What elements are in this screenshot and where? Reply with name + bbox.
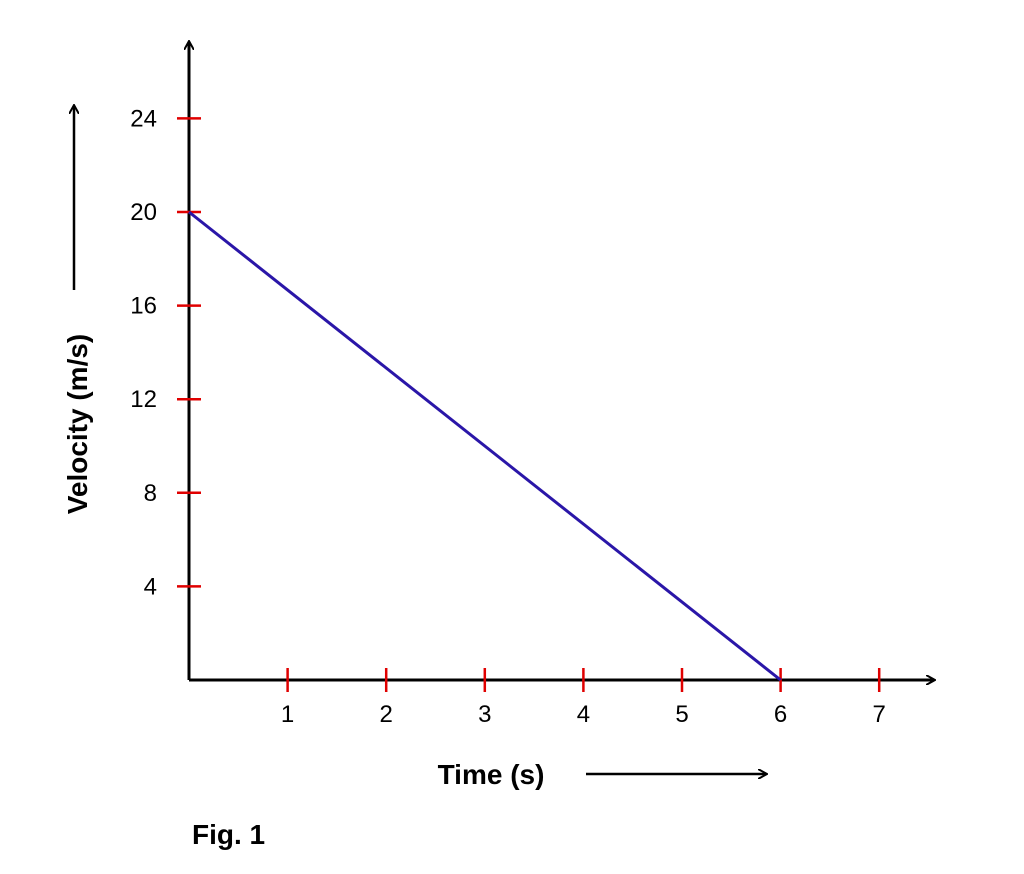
series-line-0 bbox=[188, 210, 782, 682]
x-tick-label: 5 bbox=[675, 701, 688, 728]
y-tick-label: 8 bbox=[144, 480, 157, 507]
series-layer bbox=[188, 210, 782, 682]
y-tick-label: 20 bbox=[130, 199, 157, 226]
x-tick-label: 6 bbox=[774, 701, 787, 728]
y-axis-title: Velocity (m/s) bbox=[62, 334, 93, 515]
x-axis-ticks: 1 2 3 4 5 6 7 bbox=[281, 668, 886, 728]
y-axis-ticks: 4 8 12 16 20 24 bbox=[130, 105, 201, 600]
y-tick-label: 12 bbox=[130, 386, 157, 413]
figure-label: Fig. 1 bbox=[192, 819, 265, 850]
y-tick-label: 24 bbox=[130, 105, 157, 132]
x-tick-label: 3 bbox=[478, 701, 491, 728]
x-tick-label: 2 bbox=[380, 701, 393, 728]
y-tick-label: 4 bbox=[144, 573, 157, 600]
x-tick-label: 7 bbox=[873, 701, 886, 728]
x-axis-title: Time (s) bbox=[438, 759, 545, 790]
x-tick-label: 1 bbox=[281, 701, 294, 728]
x-tick-label: 4 bbox=[577, 701, 590, 728]
y-tick-label: 16 bbox=[130, 293, 157, 320]
